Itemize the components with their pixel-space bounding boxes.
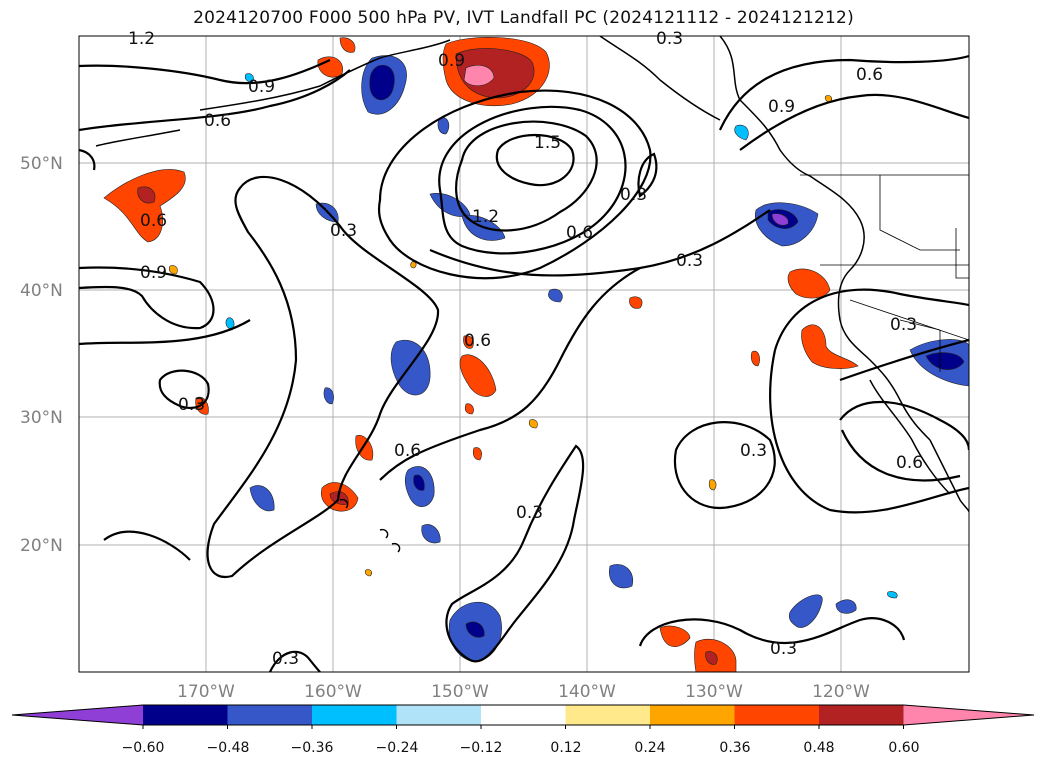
lat-label: 40°N [20,281,63,301]
colorbar-tick-label: −0.48 [207,740,250,756]
contour-label: 0.3 [516,503,543,523]
colorbar-swatch [396,705,482,725]
contour-label: 0.3 [330,221,357,241]
lon-label: 170°W [177,682,235,702]
contour-label: 0.6 [856,65,883,85]
colorbar-tick-label: 0.60 [888,740,919,756]
colorbar-swatch [312,705,397,725]
colorbar-swatch [143,705,228,725]
colorbar-extend-high [903,705,1034,725]
colorbar-tick-label: 0.36 [719,740,750,756]
contour-label: 0.3 [676,251,703,271]
colorbar-swatch [481,705,566,725]
colorbar-tick-label: −0.24 [376,740,419,756]
colorbar-tick-label: 0.12 [550,740,581,756]
contour-labels: 1.2 0.3 0.9 0.6 0.9 1.5 1.2 0.6 0.3 0.6 … [128,29,923,669]
colorbar-tick-label: −0.60 [122,740,165,756]
contour-label: 1.5 [534,133,561,153]
contour-label: 0.6 [566,223,593,243]
contour-label: 0.9 [248,77,275,97]
map-title: 2024120700 F000 500 hPa PV, IVT Landfall… [193,8,854,28]
map-frame [78,35,970,673]
colorbar [11,704,1035,729]
contour-label: 0.9 [140,263,167,283]
contour-label: 0.6 [464,331,491,351]
colorbar-tick-label: 0.24 [634,740,665,756]
gridlines [79,36,969,672]
contour-label: 0.3 [770,639,797,659]
colorbar-swatch [734,705,820,725]
longitude-labels: 170°W 160°W 150°W 140°W 130°W 120°W [177,682,870,702]
contour-label: 0.3 [620,185,647,205]
colorbar-swatch [227,705,313,725]
contour-label: 0.3 [656,29,683,49]
lat-label: 50°N [20,154,63,174]
lon-label: 140°W [558,682,616,702]
colorbar-tick-label: 0.48 [803,740,834,756]
contour-label: 0.3 [740,441,767,461]
contour-label: 0.6 [896,453,923,473]
colorbar-extend-low [12,705,143,725]
contour-label: 1.2 [128,29,155,49]
contour-label: 0.3 [890,315,917,335]
contour-label: 0.3 [178,395,205,415]
lon-label: 120°W [812,682,870,702]
lon-label: 130°W [685,682,743,702]
lon-label: 160°W [304,682,362,702]
contour-label: 1.2 [472,207,499,227]
colorbar-swatch [565,705,651,725]
contour-label: 0.6 [394,441,421,461]
borders [800,174,969,372]
lat-label: 20°N [20,536,63,556]
contour-label: 0.6 [140,211,167,231]
colorbar-tick-label: −0.36 [291,740,334,756]
lat-label: 30°N [20,408,63,428]
coastlines [95,36,969,553]
map-area [79,36,969,672]
pv-contours [79,54,969,672]
contour-label: 0.9 [438,51,465,71]
colorbar-ticks: −0.60 −0.48 −0.36 −0.24 −0.12 0.12 0.24 … [122,740,920,756]
lon-label: 150°W [431,682,489,702]
latitude-labels: 50°N 40°N 30°N 20°N [20,154,63,556]
pv-fill-patches [103,37,969,672]
contour-label: 0.9 [768,97,795,117]
colorbar-swatch [819,705,904,725]
colorbar-swatch [650,705,735,725]
colorbar-tick-label: −0.12 [460,740,503,756]
contour-label: 0.3 [272,649,299,669]
contour-label: 0.6 [204,111,231,131]
